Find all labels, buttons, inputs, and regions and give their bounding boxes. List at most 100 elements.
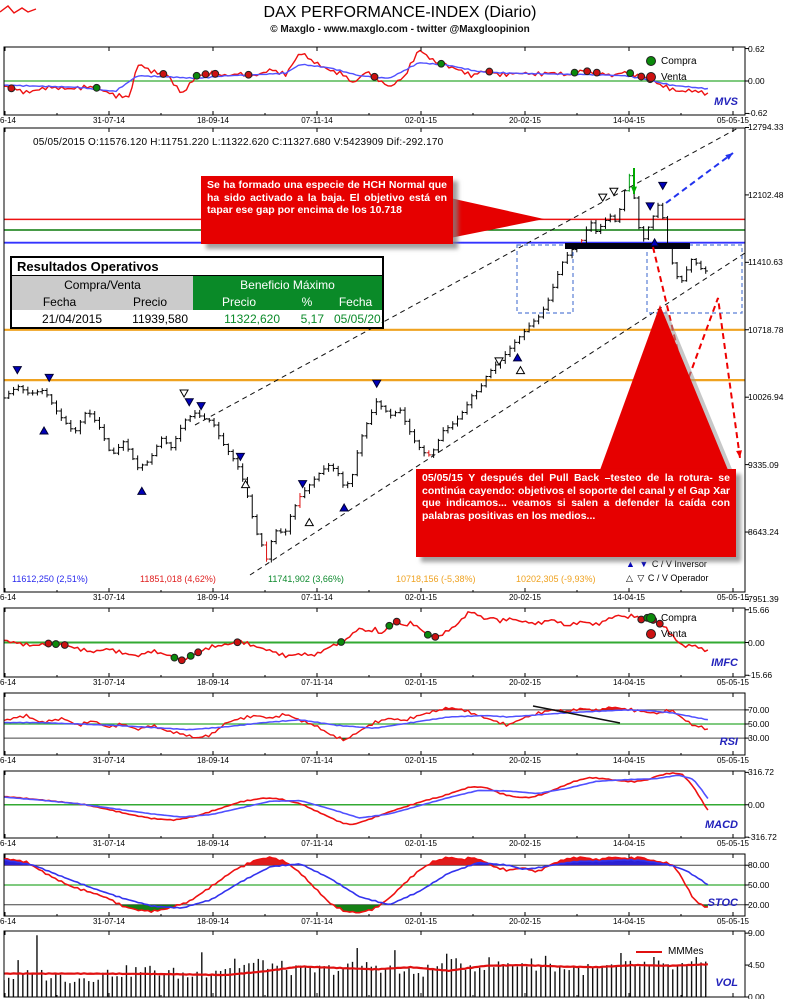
date-tick-label: 18-09-14 (196, 917, 230, 926)
date-tick-label: 07-11-14 (301, 917, 333, 926)
max-price: 11322,620 (224, 311, 280, 326)
y-tick-label: 50.00 (748, 719, 770, 729)
date-row: 6-14 31-07-14 18-09-14 07-11-14 02-01-15 20-0… (0, 916, 749, 928)
panel-label-mvs: MVS (714, 96, 738, 108)
date-tick-label: 07-11-14 (301, 839, 333, 848)
panel-label-vol: VOL (715, 977, 738, 989)
inversor-triangles-icon: ▲ ▼ (626, 559, 650, 569)
col-precio: Precio (107, 293, 193, 310)
y-tick-label: -316.72 (748, 832, 777, 843)
date-tick-label: 31-07-14 (92, 756, 126, 765)
date-tick-label: 18-09-14 (196, 839, 230, 848)
y-tick-label: 80.00 (748, 860, 770, 871)
date-tick-label: 14-04-15 (612, 116, 646, 125)
venta-label: Venta (661, 71, 687, 83)
date-tick-label: 05-05-15 (716, 839, 750, 848)
imfc-legend: Compra Venta (646, 610, 697, 642)
table-title: Resultados Operativos (11, 257, 384, 276)
date-tick-label: 20-02-15 (508, 593, 542, 602)
panel-label-rsi: RSI (719, 736, 738, 748)
y-tick-label: 0.00 (748, 637, 765, 648)
panel-label-macd: MACD (705, 819, 738, 831)
annotation-pullback: 05/05/15 Y después del Pull Back –testeo… (416, 469, 736, 557)
y-tick-label: 8643.24 (748, 527, 779, 538)
date-tick-label: 02-01-15 (404, 756, 438, 765)
y-tick-label: 11410.63 (748, 257, 783, 268)
venta-label: Venta (661, 628, 687, 640)
y-tick-label: 15.66 (748, 604, 770, 615)
date-tick-label: 18-09-14 (196, 116, 230, 125)
date-tick-label: 14-04-15 (612, 678, 646, 687)
date-tick-label: 05-05-15 (716, 917, 750, 926)
table-group-beneficio: Beneficio Máximo (193, 275, 384, 293)
date-tick-label: 20-02-15 (508, 756, 542, 765)
panel-label-stoc: STOC (707, 897, 738, 909)
date-tick-label: 02-01-15 (404, 116, 438, 125)
date-tick-label: 05-05-15 (716, 756, 750, 765)
date-tick-label: 07-11-14 (301, 116, 333, 125)
resultados-table: Resultados Operativos Compra/Venta Benef… (10, 256, 385, 329)
date-tick-label: 14-04-15 (612, 756, 646, 765)
y-tick-label: 7951.39 (748, 594, 779, 605)
date-tick-label: 14-04-15 (612, 917, 646, 926)
table-group-compraventa: Compra/Venta (11, 275, 193, 293)
y-tick-label: 0.00 (748, 76, 765, 86)
ohlc-info: 05/05/2015 O:11576.120 H:11751.220 L:113… (33, 137, 444, 148)
col-pct: % (285, 293, 329, 310)
date-tick-label: 20-02-15 (508, 917, 542, 926)
y-tick-label: 10026.94 (748, 392, 784, 403)
date-tick-label: 02-01-15 (404, 917, 438, 926)
inversor-label: C / V Inversor (651, 559, 707, 569)
y-tick-label: 4.50 (748, 960, 765, 971)
date-tick-label: 6-14 (0, 756, 16, 765)
date-tick-label: 07-11-14 (301, 593, 333, 602)
col-precio2: Precio (193, 293, 285, 310)
venta-dot-icon (646, 629, 656, 639)
compra-dot-icon (646, 56, 656, 66)
y-tick-label: 12102.48 (748, 189, 784, 200)
date-tick-label: 07-11-14 (301, 678, 333, 687)
compra-label: Compra (661, 55, 697, 67)
date-tick-label: 05-05-15 (716, 116, 750, 125)
col-fecha2: Fecha (329, 293, 384, 310)
date-tick-label: 02-01-15 (404, 839, 438, 848)
date-row: 6-14 31-07-14 18-09-14 07-11-14 02-01-15 20-0… (0, 115, 749, 127)
max-pct: 5,17 (300, 311, 324, 326)
y-tick-label: 70.00 (748, 704, 770, 715)
operador-label: C / V Operador (647, 573, 709, 583)
date-tick-label: 05-05-15 (716, 593, 750, 602)
y-tick-label: 0.62 (748, 43, 765, 54)
venta-dot-icon (646, 72, 656, 82)
panel-label-imfc: IMFC (711, 657, 738, 669)
y-tick-label: 50.00 (748, 880, 770, 890)
compra-dot-icon (646, 613, 656, 623)
date-tick-label: 05-05-15 (716, 678, 750, 687)
y-tick-label: 316.72 (748, 767, 774, 778)
mmmes-label: MMMes (668, 946, 704, 957)
level-orange1: 10718,156 (-5,38%) (396, 574, 476, 584)
mvs-legend: Compra Venta (646, 53, 697, 85)
date-tick-label: 31-07-14 (92, 116, 126, 125)
table-row: 21/04/2015 11939,580 11322,620 5,17 05/0… (11, 310, 383, 328)
y-axis-labels: 0.62 0.00 -0.62 12794.33 12102.48 11410.63 107… (748, 0, 800, 999)
compra-label: Compra (661, 612, 697, 624)
date-tick-label: 14-04-15 (612, 839, 646, 848)
max-date: 05/05/2015 (334, 311, 383, 326)
date-row: 6-14 31-07-14 18-09-14 07-11-14 02-01-15 20-0… (0, 592, 749, 604)
date-tick-label: 6-14 (0, 593, 16, 602)
date-tick-label: 31-07-14 (92, 917, 126, 926)
date-tick-label: 20-02-15 (508, 678, 542, 687)
level-red: 11851,018 (4,62%) (140, 574, 216, 584)
col-fecha: Fecha (11, 293, 107, 310)
date-tick-label: 07-11-14 (301, 756, 333, 765)
date-row: 6-14 31-07-14 18-09-14 07-11-14 02-01-15 20-0… (0, 838, 749, 850)
date-tick-label: 02-01-15 (404, 593, 438, 602)
y-tick-label: 10718.78 (748, 324, 784, 335)
date-row: 6-14 31-07-14 18-09-14 07-11-14 02-01-15 20-0… (0, 755, 749, 767)
mmmes-line-icon (636, 950, 662, 953)
date-tick-label: 6-14 (0, 116, 16, 125)
date-tick-label: 31-07-14 (92, 678, 126, 687)
annotation-hch: Se ha formado una especie de HCH Normal … (201, 176, 453, 244)
date-tick-label: 31-07-14 (92, 839, 126, 848)
